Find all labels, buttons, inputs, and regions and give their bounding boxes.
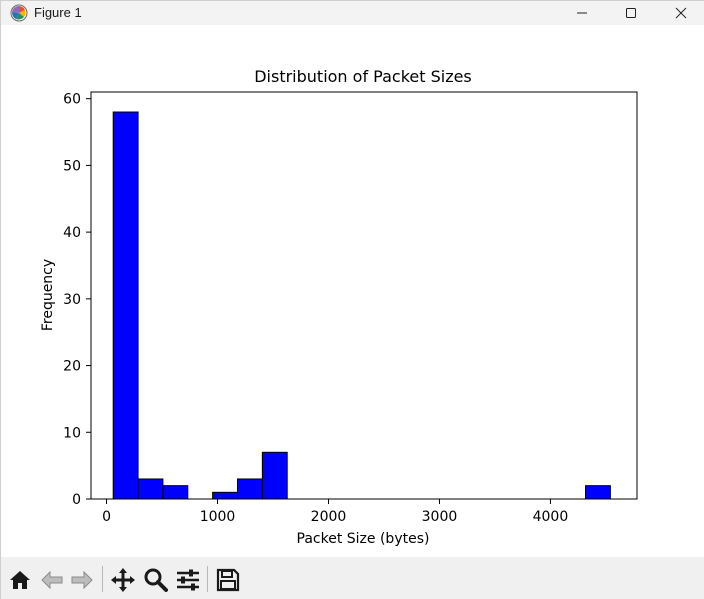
histogram-bar-5: [236, 478, 263, 500]
toolbar-separator: [207, 566, 208, 592]
x-tick-label-0: 0: [102, 509, 111, 525]
close-button[interactable]: [658, 1, 704, 25]
maximize-icon: [626, 8, 636, 18]
y-tick-label-2: 20: [63, 359, 81, 375]
x-axis-ticks: 0 1000 2000 3000 4000: [102, 499, 568, 525]
home-button[interactable]: [7, 567, 33, 593]
sliders-icon: [177, 569, 199, 591]
configure-subplots-button[interactable]: [175, 567, 201, 593]
home-icon: [10, 571, 30, 589]
minimize-button[interactable]: [559, 1, 605, 25]
y-tick-label-4: 40: [63, 225, 81, 241]
histogram-bar-19: [585, 485, 611, 500]
back-button[interactable]: [39, 567, 65, 593]
minimize-icon: [577, 12, 587, 14]
histogram-bar-1: [137, 478, 164, 500]
pan-button[interactable]: [110, 567, 136, 593]
magnifier-icon: [144, 568, 168, 592]
y-tick-label-5: 50: [63, 158, 81, 174]
y-tick-label-1: 10: [63, 425, 81, 441]
histogram-bar-4: [212, 491, 238, 500]
x-tick-label-2: 2000: [311, 509, 347, 525]
figure-canvas[interactable]: Distribution of Packet Sizes 0 1000 2000 30…: [1, 25, 704, 557]
axes-frame: [90, 91, 638, 500]
save-button[interactable]: [215, 567, 241, 593]
y-tick-label-3: 30: [63, 292, 81, 308]
maximize-button[interactable]: [608, 1, 654, 25]
forward-button[interactable]: [69, 567, 95, 593]
close-icon: [675, 7, 687, 19]
x-axis-label: Packet Size (bytes): [297, 531, 430, 547]
x-tick-label-1: 1000: [200, 509, 236, 525]
arrow-left-icon: [41, 570, 63, 590]
move-icon: [111, 568, 135, 592]
x-tick-label-4: 4000: [533, 509, 569, 525]
histogram-bar-6: [261, 451, 288, 500]
histogram-bar-2: [162, 485, 189, 500]
navigation-toolbar: [1, 557, 704, 599]
y-axis-label: Frequency: [40, 259, 56, 331]
histogram-bar-0: [112, 111, 139, 500]
y-tick-label-0: 0: [72, 492, 81, 508]
chart-title: Distribution of Packet Sizes: [254, 67, 472, 86]
zoom-button[interactable]: [143, 567, 169, 593]
matplotlib-logo-icon: [10, 4, 28, 22]
histogram-bars: [112, 111, 611, 500]
floppy-disk-icon: [216, 568, 240, 592]
y-axis-ticks: 0 10 20 30 40 50 60: [63, 92, 91, 508]
title-bar[interactable]: Figure 1: [1, 1, 704, 25]
y-tick-label-6: 60: [63, 92, 81, 108]
arrow-right-icon: [71, 570, 93, 590]
histogram-chart: Distribution of Packet Sizes 0 1000 2000 30…: [40, 67, 638, 547]
toolbar-separator: [102, 566, 103, 592]
window-title: Figure 1: [34, 5, 82, 20]
x-tick-label-3: 3000: [422, 509, 458, 525]
